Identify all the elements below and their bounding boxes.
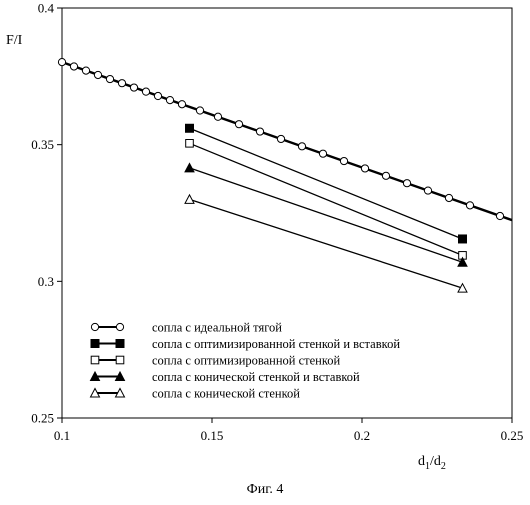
data-point (403, 180, 410, 187)
x-axis-label-sub2: 2 (441, 461, 446, 472)
legend-entry: сопла с конической стенкой и вставкой (91, 370, 361, 384)
y-tick-label: 0.35 (31, 137, 54, 152)
legend: сопла с идеальной тягой сопла с оптимизир… (91, 321, 401, 401)
data-point (235, 121, 242, 128)
data-point (459, 235, 467, 243)
x-axis-ticks: 0.1 0.15 0.2 0.25 (54, 418, 524, 443)
legend-entry: сопла с идеальной тягой (91, 321, 282, 335)
y-tick-label: 0.3 (38, 274, 54, 289)
series-line (190, 199, 463, 288)
data-point (70, 63, 77, 70)
legend-marker-left (91, 356, 99, 364)
legend-entry: сопла с оптимизированной стенкой и встав… (91, 337, 400, 351)
data-point (298, 143, 305, 150)
x-axis-label-slash: /d (430, 454, 441, 469)
legend-marker-right (116, 356, 124, 364)
legend-entry: сопла с конической стенкой (91, 387, 301, 401)
legend-entry: сопла с оптимизированной стенкой (91, 354, 340, 368)
x-axis-label-main: d (418, 454, 425, 469)
legend-marker-left (91, 323, 98, 330)
data-point (466, 202, 473, 209)
data-point (94, 71, 101, 78)
legend-marker-left (91, 340, 99, 348)
data-point (424, 187, 431, 194)
x-tick-label: 0.1 (54, 428, 70, 443)
data-point (130, 84, 137, 91)
y-axis-label: F/I (6, 33, 23, 48)
legend-marker-right (116, 323, 123, 330)
series-line (190, 143, 463, 255)
data-point (496, 212, 503, 219)
data-point (186, 124, 194, 132)
data-point (186, 140, 194, 148)
data-point (178, 101, 185, 108)
series-line (190, 168, 463, 262)
data-point (256, 128, 263, 135)
x-axis-label: d1/d2 (418, 454, 446, 472)
data-point (196, 107, 203, 114)
legend-label: сопла с идеальной тягой (152, 321, 282, 335)
series-1 (58, 59, 512, 221)
series-4 (185, 163, 467, 266)
data-point (82, 67, 89, 74)
data-point (185, 195, 194, 204)
data-point (118, 80, 125, 87)
legend-label: сопла с оптимизированной стенкой (152, 354, 341, 368)
data-point (458, 284, 467, 293)
legend-label: сопла с оптимизированной стенкой и встав… (152, 337, 400, 351)
figure-caption: Фиг. 4 (247, 482, 284, 497)
series-2 (186, 124, 467, 243)
data-point (106, 75, 113, 82)
legend-label: сопла с конической стенкой и вставкой (152, 370, 360, 384)
series-3 (186, 140, 467, 260)
data-point (142, 88, 149, 95)
data-point (185, 163, 194, 172)
data-point (382, 172, 389, 179)
data-point (154, 92, 161, 99)
x-tick-label: 0.2 (354, 428, 370, 443)
data-point (277, 135, 284, 142)
y-tick-label: 0.4 (38, 1, 55, 16)
x-tick-label: 0.25 (501, 428, 524, 443)
data-point (361, 165, 368, 172)
data-point (166, 97, 173, 104)
data-point (319, 150, 326, 157)
legend-label: сопла с конической стенкой (152, 387, 300, 401)
data-point (58, 59, 65, 66)
data-point (340, 157, 347, 164)
y-tick-label: 0.25 (31, 411, 54, 426)
series-line (190, 128, 463, 239)
data-point (214, 113, 221, 120)
legend-marker-right (116, 340, 124, 348)
x-tick-label: 0.15 (201, 428, 224, 443)
series-line (62, 62, 512, 220)
series-layer (58, 59, 512, 293)
data-point (445, 194, 452, 201)
y-axis-ticks: 0.25 0.3 0.35 0.4 (31, 1, 62, 426)
series-5 (185, 195, 467, 292)
